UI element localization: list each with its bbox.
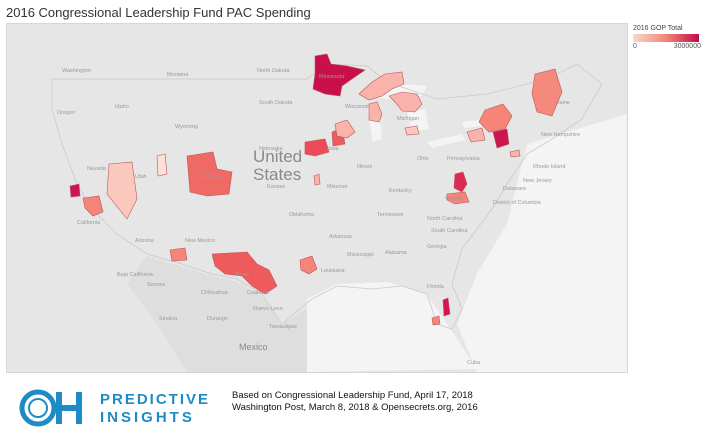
chart-title: 2016 Congressional Leadership Fund PAC S… bbox=[6, 5, 311, 20]
district-california-north[interactable] bbox=[69, 183, 81, 198]
district-virginia[interactable] bbox=[453, 171, 468, 193]
district-iowa-east[interactable] bbox=[304, 138, 330, 157]
country-label-states: States bbox=[253, 165, 301, 184]
district-texas[interactable] bbox=[211, 251, 278, 295]
legend-gradient-bar bbox=[633, 34, 699, 42]
district-ohio[interactable] bbox=[404, 125, 420, 136]
gulf-of-mexico bbox=[307, 282, 477, 372]
district-louisiana[interactable] bbox=[299, 255, 318, 275]
district-maine[interactable] bbox=[531, 68, 563, 117]
district-florida-south[interactable] bbox=[442, 297, 451, 317]
map-canvas[interactable]: United States Mexico Washington Montana … bbox=[6, 23, 628, 373]
district-new-york-upstate[interactable] bbox=[478, 103, 513, 133]
legend-scale: 0 3000000 bbox=[633, 42, 701, 52]
district-new-jersey[interactable] bbox=[509, 149, 521, 158]
lake-huron bbox=[407, 109, 429, 132]
district-pennsylvania[interactable] bbox=[466, 127, 486, 143]
district-kansas[interactable] bbox=[313, 173, 321, 186]
district-new-york-hudson[interactable] bbox=[492, 128, 510, 149]
source-note: Based on Congressional Leadership Fund, … bbox=[232, 390, 478, 414]
district-utah[interactable] bbox=[156, 153, 168, 177]
mexico-region bbox=[127, 256, 307, 372]
district-nevada[interactable] bbox=[106, 161, 138, 220]
atlantic-ocean bbox=[457, 114, 627, 372]
district-north-carolina[interactable] bbox=[446, 191, 470, 205]
logo-text-insights: INSIGHTS bbox=[100, 409, 195, 426]
legend-max-label: 3000000 bbox=[673, 43, 701, 50]
color-legend: 2016 GOP Total 0 3000000 bbox=[633, 25, 701, 52]
logo-text-predictive: PREDICTIVE bbox=[100, 391, 211, 408]
predictive-insights-logo: PREDICTIVE INSIGHTS bbox=[18, 387, 218, 429]
district-wisconsin[interactable] bbox=[368, 101, 383, 123]
us-border bbox=[51, 63, 603, 330]
legend-title: 2016 GOP Total bbox=[633, 25, 683, 32]
country-label-united: United bbox=[253, 147, 302, 166]
district-minnesota[interactable] bbox=[312, 53, 366, 97]
map-svg: United States Mexico bbox=[7, 24, 627, 372]
legend-min-label: 0 bbox=[633, 43, 637, 50]
source-line-1: Based on Congressional Leadership Fund, … bbox=[232, 390, 473, 401]
oh-logo-icon bbox=[19, 389, 82, 427]
source-line-2: Washington Post, March 8, 2018 & Opensec… bbox=[232, 402, 478, 413]
lake-erie bbox=[427, 134, 465, 148]
district-michigan-lower[interactable] bbox=[388, 91, 423, 113]
district-illinois[interactable] bbox=[334, 119, 356, 139]
mexico-label: Mexico bbox=[239, 342, 268, 352]
district-florida-keys[interactable] bbox=[431, 315, 441, 326]
district-colorado[interactable] bbox=[186, 151, 233, 197]
district-new-mexico[interactable] bbox=[169, 247, 188, 262]
district-california-central[interactable] bbox=[82, 195, 104, 217]
district-michigan-up[interactable] bbox=[358, 71, 405, 101]
